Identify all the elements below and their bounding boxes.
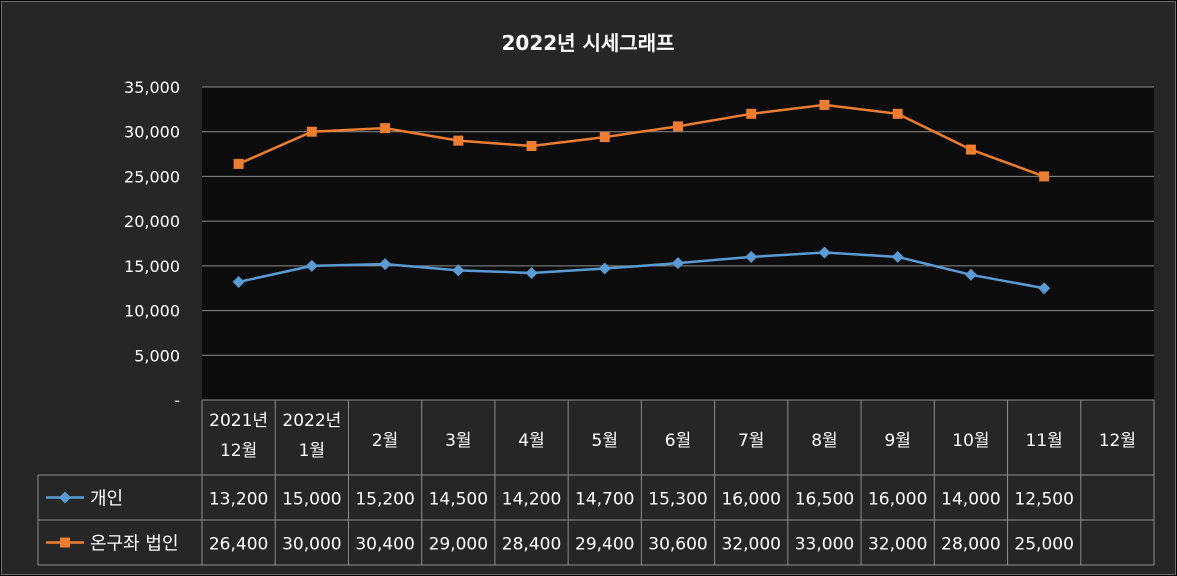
y-tick-label: 25,000 — [124, 167, 180, 186]
y-tick-label: 20,000 — [124, 212, 180, 231]
legend-key — [46, 491, 84, 504]
table-cell: 25,000 — [1014, 535, 1073, 555]
data-point — [452, 264, 465, 277]
table-cell: 28,000 — [941, 535, 1000, 555]
data-point — [380, 123, 391, 134]
data-point — [453, 135, 464, 146]
table-cell: 28,400 — [502, 535, 561, 555]
data-point — [59, 491, 71, 504]
category-label: 8월 — [811, 431, 837, 451]
data-point — [818, 246, 831, 259]
table-cell: 29,400 — [575, 535, 634, 555]
legend-label: 개인 — [90, 489, 123, 510]
table-cell: 14,200 — [502, 490, 561, 510]
table-cell: 30,000 — [282, 535, 341, 555]
category-label: 9월 — [884, 431, 910, 451]
data-point — [891, 250, 904, 263]
plot-area — [202, 87, 1154, 400]
category-label: 7월 — [738, 431, 764, 451]
data-point — [306, 126, 317, 137]
table-cell: 15,200 — [355, 490, 414, 510]
table-cell: 16,000 — [721, 490, 780, 510]
table-cell: 14,000 — [941, 490, 1000, 510]
table-cell: 15,300 — [648, 490, 707, 510]
table-cell: 16,500 — [795, 490, 854, 510]
table-cell: 32,000 — [868, 535, 927, 555]
category-label: 2022년 1월 — [282, 411, 341, 461]
category-label: 2021년 12월 — [209, 411, 268, 461]
table-cell: 29,000 — [429, 535, 488, 555]
y-tick-label: 5,000 — [134, 346, 180, 365]
table-cell: 30,600 — [648, 535, 707, 555]
category-label: 3월 — [445, 431, 471, 451]
table-cell: 15,000 — [282, 490, 341, 510]
data-point — [745, 250, 758, 263]
table-cell: 14,500 — [429, 490, 488, 510]
series-line — [238, 103, 1045, 178]
data-point — [526, 141, 537, 152]
y-axis-ticks: - 5,000 10,000 15,000 20,000 25,000 30,000 35,0… — [124, 78, 180, 410]
table-cell: 26,400 — [209, 535, 268, 555]
y-tick-label: 10,000 — [124, 302, 180, 321]
y-tick-label: - — [174, 391, 180, 410]
data-point — [1039, 171, 1050, 182]
data-point — [525, 267, 538, 280]
chart-title: 2022년 시세그래프 — [501, 31, 674, 55]
table-cell: 33,000 — [795, 535, 854, 555]
data-point — [233, 158, 244, 169]
legend-key — [46, 537, 84, 548]
table-cell: 12,500 — [1014, 490, 1073, 510]
category-label: 10월 — [952, 431, 989, 451]
data-point — [965, 144, 976, 155]
data-point — [305, 259, 318, 272]
data-point — [60, 537, 70, 548]
table-cell: 30,400 — [355, 535, 414, 555]
data-point — [672, 257, 684, 270]
category-label: 5월 — [592, 431, 618, 451]
table-cell: 14,700 — [575, 490, 634, 510]
data-point — [232, 275, 245, 288]
legend-label: 온구좌 법인 — [90, 534, 179, 555]
data-point — [379, 258, 392, 271]
category-label: 4월 — [518, 431, 544, 451]
category-label: 12월 — [1099, 431, 1136, 451]
data-point — [892, 108, 903, 119]
category-label: 11월 — [1026, 431, 1063, 451]
table-cell: 13,200 — [209, 490, 268, 510]
data-point — [598, 262, 611, 275]
series-layer — [232, 99, 1051, 295]
table-cell: 32,000 — [721, 535, 780, 555]
data-point — [964, 268, 977, 281]
data-point — [599, 132, 610, 143]
series-line — [238, 251, 1045, 290]
y-tick-label: 15,000 — [124, 257, 180, 276]
category-label: 6월 — [665, 431, 691, 451]
data-point — [819, 99, 830, 110]
data-point — [746, 108, 757, 119]
y-tick-label: 35,000 — [124, 78, 180, 97]
data-table: 2021년 12월 2022년 1월 2월 3월 4월 5월 6월 7월 8월 9월 10월 11월 12월… — [37, 399, 1155, 566]
category-label: 2월 — [372, 431, 398, 451]
y-tick-label: 30,000 — [124, 123, 180, 142]
data-point — [1038, 282, 1051, 295]
data-point — [673, 121, 683, 132]
table-cell: 16,000 — [868, 490, 927, 510]
